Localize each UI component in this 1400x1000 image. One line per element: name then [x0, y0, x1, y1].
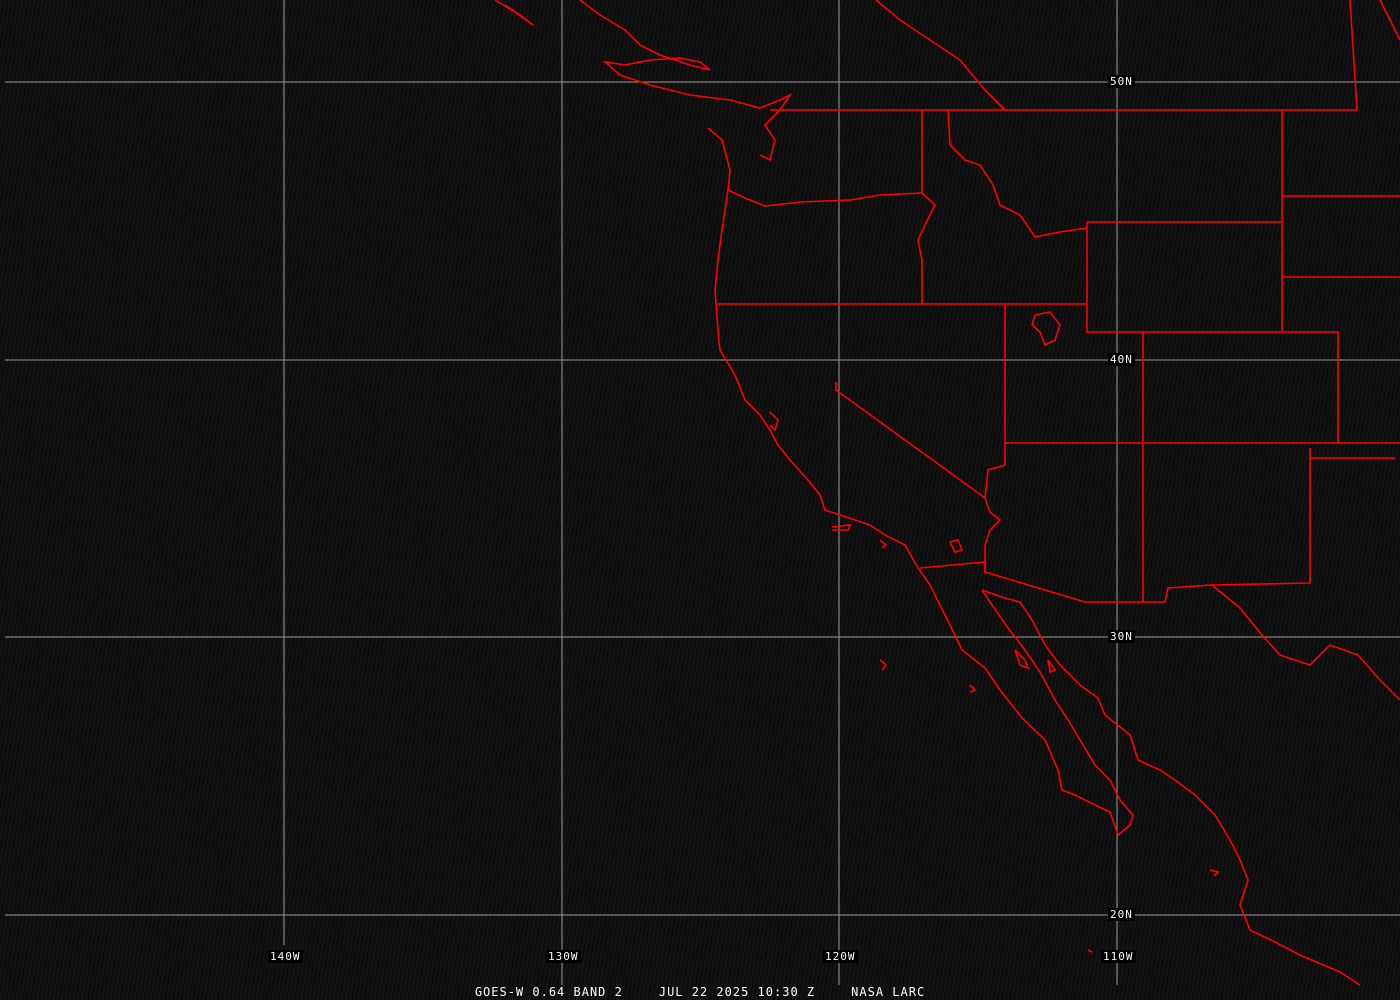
political-boundaries	[494, 0, 1400, 986]
nm-east-border	[1211, 448, 1311, 586]
graticule	[5, 0, 1400, 985]
lon-label-130w: 130W	[546, 950, 581, 963]
lat-label-20n: 20N	[1108, 908, 1135, 921]
island-1	[879, 539, 888, 549]
border-1398	[1379, 0, 1400, 41]
ca-az-border	[984, 497, 1002, 572]
coastline-mainland-mexico	[981, 589, 1361, 986]
canada-coast-north	[875, 0, 1006, 111]
island-4	[1209, 869, 1220, 877]
us-mexico-border	[919, 561, 1400, 701]
border-1350	[1349, 0, 1358, 111]
great-salt-lake	[1031, 311, 1061, 347]
gulf-island-2	[1047, 659, 1057, 674]
caption-product: GOES-W 0.64 BAND 2	[474, 985, 623, 999]
channel-islands	[831, 524, 852, 531]
image-caption: GOES-W 0.64 BAND 2 JUL 22 2025 10:30 Z NAS…	[0, 985, 1400, 999]
nv-ut-border	[984, 304, 1006, 499]
lon-label-110w: 110W	[1101, 950, 1136, 963]
coastline-west	[707, 127, 1134, 837]
lon-label-140w: 140W	[268, 950, 303, 963]
island-3	[969, 684, 977, 693]
coastline-vancouver-island	[579, 0, 793, 162]
caption-source: NASA LARC	[851, 985, 926, 999]
coastline-north	[494, 0, 534, 26]
salton-sea	[949, 539, 964, 553]
wa-or-border	[727, 189, 923, 207]
caption-datetime: JUL 22 2025 10:30 Z	[658, 985, 816, 999]
lat-label-50n: 50N	[1108, 75, 1135, 88]
ca-nv-border	[835, 382, 986, 499]
gulf-island-1	[1014, 649, 1030, 670]
island-5	[1087, 949, 1093, 953]
island-2	[879, 659, 888, 671]
lon-label-120w: 120W	[823, 950, 858, 963]
lat-label-40n: 40N	[1108, 353, 1135, 366]
or-id-border	[917, 192, 936, 304]
lat-label-30n: 30N	[1108, 630, 1135, 643]
ut-wy-border	[1086, 304, 1339, 443]
sf-bay	[769, 411, 779, 432]
id-mt-border	[947, 109, 1088, 238]
